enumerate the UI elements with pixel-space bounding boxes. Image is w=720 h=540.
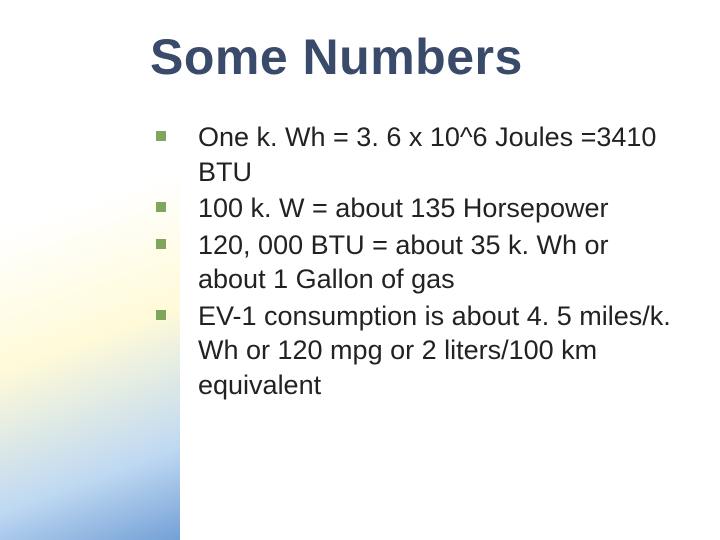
bullet-text: EV-1 consumption is about 4. 5 miles/k. … (198, 301, 671, 400)
list-item: One k. Wh = 3. 6 x 10^6 Joules =3410 BTU (150, 120, 680, 189)
bullet-marker-icon (156, 131, 166, 141)
bullet-text: 100 k. W = about 135 Horsepower (198, 193, 608, 223)
bullet-text: 120, 000 BTU = about 35 k. Wh or about 1… (198, 230, 608, 295)
slide-title: Some Numbers (150, 28, 680, 86)
slide-container: Some Numbers One k. Wh = 3. 6 x 10^6 Jou… (0, 0, 720, 540)
bullet-marker-icon (156, 239, 166, 249)
bullet-text: One k. Wh = 3. 6 x 10^6 Joules =3410 BTU (198, 122, 656, 187)
list-item: 100 k. W = about 135 Horsepower (150, 191, 680, 226)
bullet-marker-icon (156, 202, 166, 212)
list-item: 120, 000 BTU = about 35 k. Wh or about 1… (150, 228, 680, 297)
bullet-marker-icon (156, 310, 166, 320)
bullet-list: One k. Wh = 3. 6 x 10^6 Joules =3410 BTU… (150, 120, 680, 402)
list-item: EV-1 consumption is about 4. 5 miles/k. … (150, 299, 680, 403)
